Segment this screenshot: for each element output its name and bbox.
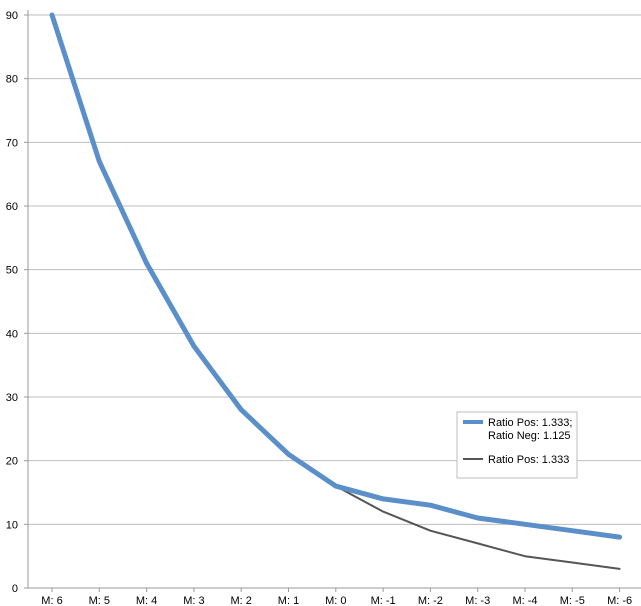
y-axis: 0 10 20 30 40 50 60 70 80 90: [6, 10, 29, 595]
y-tick-label: 80: [6, 74, 18, 86]
legend-label: Ratio Neg: 1.125: [488, 430, 571, 442]
legend: Ratio Pos: 1.333;Ratio Neg: 1.125 Ratio P…: [456, 411, 578, 479]
x-tick-label: M: 2: [230, 595, 251, 606]
y-tick-label: 60: [6, 201, 18, 213]
x-tick-label: M: -1: [371, 595, 396, 606]
x-tick-label: M: -5: [560, 595, 585, 606]
x-tick-label: M: -6: [607, 595, 632, 606]
y-tick-label: 90: [6, 10, 18, 22]
y-tick-label: 30: [6, 392, 18, 404]
y-tick-label: 10: [6, 519, 18, 531]
y-tick-label: 20: [6, 456, 18, 468]
x-tick-label: M: -3: [465, 595, 490, 606]
x-tick-label: M: 3: [183, 595, 204, 606]
x-tick-label: M: 6: [41, 595, 62, 606]
legend-label: Ratio Pos: 1.333;: [488, 417, 572, 429]
series-line-1: [49, 12, 623, 540]
series-lines: [49, 12, 623, 570]
x-tick-label: M: 1: [278, 595, 299, 606]
y-tick-label: 0: [12, 583, 18, 595]
grid-lines: [28, 14, 641, 589]
x-tick-label: M: 4: [136, 595, 157, 606]
legend-label: Ratio Pos: 1.333: [488, 454, 569, 466]
x-tick-label: M: -2: [418, 595, 443, 606]
x-tick-label: M: 5: [89, 595, 110, 606]
x-tick-label: M: -4: [512, 595, 537, 606]
y-tick-label: 40: [6, 328, 18, 340]
x-tick-label: M: 0: [325, 595, 346, 606]
y-tick-label: 50: [6, 265, 18, 277]
y-tick-label: 70: [6, 137, 18, 149]
x-axis: M: 6 M: 5 M: 4 M: 3 M: 2 M: 1 M: 0 M: -1 M: -2 M:…: [41, 588, 632, 606]
